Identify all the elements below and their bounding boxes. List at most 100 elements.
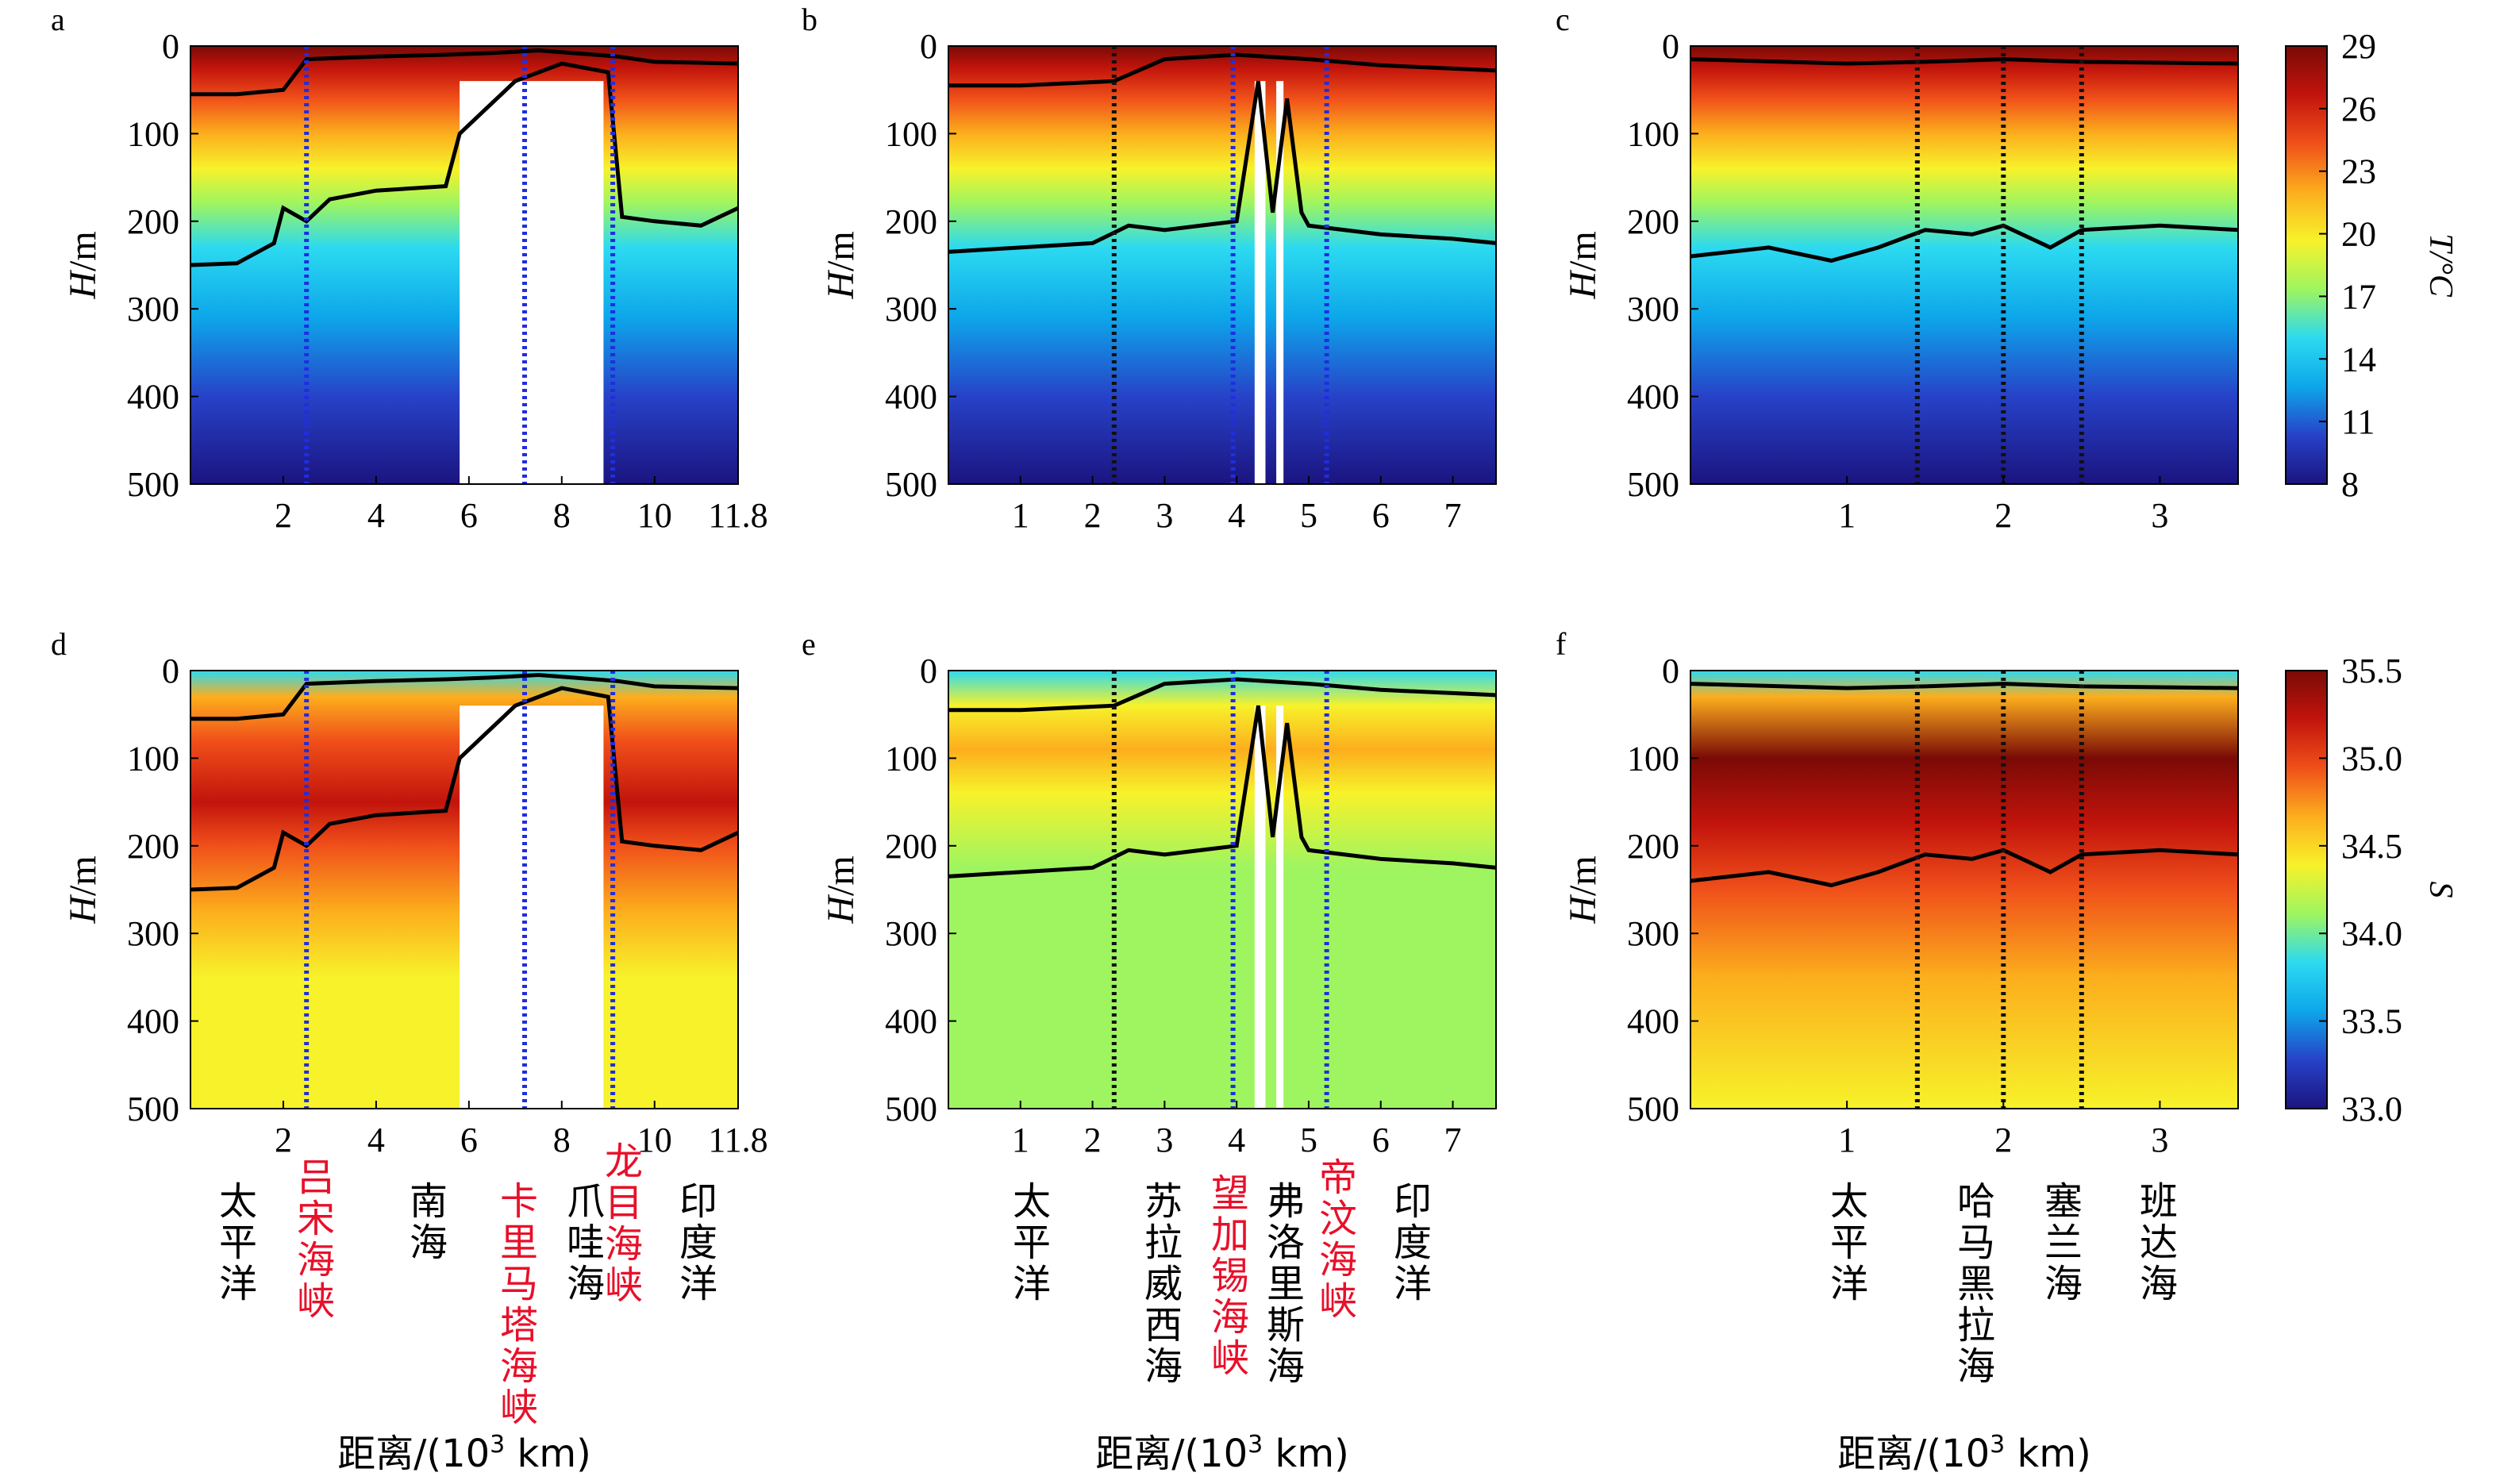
x-tick-label: 3: [1156, 496, 1173, 535]
colorbar-tick-label: 29: [2341, 27, 2376, 66]
y-tick-label: 200: [127, 202, 179, 241]
region-label: 帝汶海峡: [1319, 1155, 1357, 1324]
y-tick-label: 500: [885, 465, 937, 504]
x-tick-label: 7: [1444, 1121, 1462, 1159]
y-tick-label: 400: [1627, 378, 1679, 417]
y-axis-label: H/m: [1562, 855, 1604, 924]
x-tick-label: 3: [1156, 1121, 1173, 1159]
x-tick-label: 1: [1012, 496, 1029, 535]
mixed-layer-line: [190, 48, 739, 97]
colorbar-tick-label: 33.5: [2341, 1002, 2402, 1041]
y-tick-label: 500: [127, 465, 179, 504]
y-tick-label: 100: [1627, 739, 1679, 778]
region-label: 弗洛里斯海: [1267, 1179, 1305, 1389]
x-tick-label: 6: [460, 496, 478, 535]
region-label: 塞兰海: [2044, 1179, 2083, 1306]
x-tick-label: 1: [1838, 1121, 1856, 1159]
panel-e: 0 100 200 300 400 500 1 2 3 4 5 6 7 H/m e: [802, 626, 1497, 1159]
panel-letter: e: [802, 626, 816, 662]
colorbar-tick-label: 23: [2341, 152, 2376, 191]
land-mask: [460, 81, 604, 484]
region-label: 太平洋: [1830, 1179, 1868, 1306]
thermocline-line: [190, 686, 740, 892]
region-label: 苏拉威西海: [1144, 1179, 1183, 1389]
y-tick-label: 0: [920, 27, 937, 66]
colorbar-tick-label: 34.0: [2341, 914, 2402, 953]
y-tick-label: 400: [127, 378, 179, 417]
panel-letter: a: [51, 2, 65, 37]
panel-frame: [948, 45, 1497, 485]
y-tick-label: 0: [1662, 27, 1679, 66]
y-axis-label: H/m: [820, 855, 862, 924]
y-tick-label: 100: [127, 114, 179, 153]
thermocline-line: [948, 705, 1497, 878]
region-label: 龙目海峡: [605, 1140, 643, 1308]
x-tick-label: 6: [1372, 496, 1390, 535]
colorbars: 292623201714118T/°C35.535.034.534.033.53…: [2285, 27, 2459, 1128]
y-tick-label: 300: [885, 290, 937, 329]
x-tick-label: 2: [1084, 1121, 1102, 1159]
y-tick-label: 300: [1627, 290, 1679, 329]
x-tick-label: 11.8: [708, 1121, 767, 1159]
y-axis-label: H/m: [62, 855, 104, 924]
y-tick-label: 200: [127, 827, 179, 866]
mixed-layer-line: [190, 672, 739, 721]
panel-frame: [948, 670, 1497, 1109]
panel-letter: d: [51, 626, 67, 662]
x-tick-label: 2: [1084, 496, 1102, 535]
y-tick-label: 200: [1627, 827, 1679, 866]
mixed-layer-line: [948, 677, 1497, 713]
region-label: 太平洋: [219, 1179, 257, 1306]
y-tick-label: 200: [885, 827, 937, 866]
y-axis-label: H/m: [820, 231, 862, 299]
thermocline-line: [948, 80, 1497, 254]
y-tick-label: 400: [885, 1002, 937, 1041]
x-tick-label: 1: [1838, 496, 1856, 535]
x-tick-label: 6: [1372, 1121, 1390, 1159]
thermocline-line: [1690, 223, 2239, 263]
panel-d: 0 100 200 300 400 500 2 4 6 8 10 11.8 H/m d: [51, 626, 768, 1159]
x-tick-label: 10: [637, 1121, 672, 1159]
y-tick-label: 100: [885, 114, 937, 153]
y-tick-label: 200: [885, 202, 937, 241]
x-tick-label: 1: [1012, 1121, 1029, 1159]
y-tick-label: 0: [1662, 652, 1679, 690]
region-label: 卡里马塔海峡: [500, 1179, 538, 1430]
thermocline-line: [1690, 848, 2239, 888]
field-f: [1690, 671, 2238, 1109]
region-label: 哈马黑拉海: [1957, 1179, 1995, 1389]
x-tick-label: 2: [275, 496, 292, 535]
panel-letter: c: [1556, 2, 1570, 37]
panel-a: 0 100 200 300 400 500 2 4 6 8 10 11.8 H/m a: [51, 2, 768, 535]
x-tick-label: 2: [1994, 1121, 2012, 1159]
x-tick-label: 6: [460, 1121, 478, 1159]
y-tick-label: 300: [127, 914, 179, 953]
x-tick-label: 11.8: [708, 496, 767, 535]
y-tick-label: 200: [1627, 202, 1679, 241]
x-tick-label: 2: [1994, 496, 2012, 535]
panel-letter: f: [1556, 626, 1567, 662]
x-tick-label: 10: [637, 496, 672, 535]
y-tick-label: 400: [1627, 1002, 1679, 1041]
region-label: 南海: [410, 1179, 448, 1265]
x-tick-label: 4: [1228, 1121, 1245, 1159]
land-mask: [460, 705, 604, 1109]
x-axis-label: 距离/(103 km): [1095, 1431, 1349, 1476]
land-mask: [1254, 81, 1266, 484]
panel-b: 0 100 200 300 400 500 1 2 3 4 5 6 7 H/m b: [802, 2, 1497, 535]
colorbar-tick-label: 35.0: [2341, 739, 2402, 778]
y-tick-label: 300: [1627, 914, 1679, 953]
y-tick-label: 100: [1627, 114, 1679, 153]
region-labels: 太平洋吕宋海峡南海卡里马塔海峡爪哇海龙目海峡印度洋太平洋苏拉威西海望加锡海峡弗洛…: [219, 1140, 2178, 1476]
colorbar-label: T/°C: [2422, 233, 2459, 298]
colorbar-tick-label: 8: [2341, 465, 2359, 504]
colorbar-tick-label: 14: [2341, 340, 2376, 379]
panel-frame: [190, 45, 739, 485]
colorbar-ramp: [2285, 45, 2328, 485]
x-tick-label: 8: [553, 1121, 571, 1159]
region-label: 班达海: [2140, 1179, 2178, 1306]
y-tick-label: 500: [127, 1090, 179, 1128]
colorbar-temperature: 29 26 23 20 17 14 11 8 T/°C: [2285, 27, 2459, 504]
